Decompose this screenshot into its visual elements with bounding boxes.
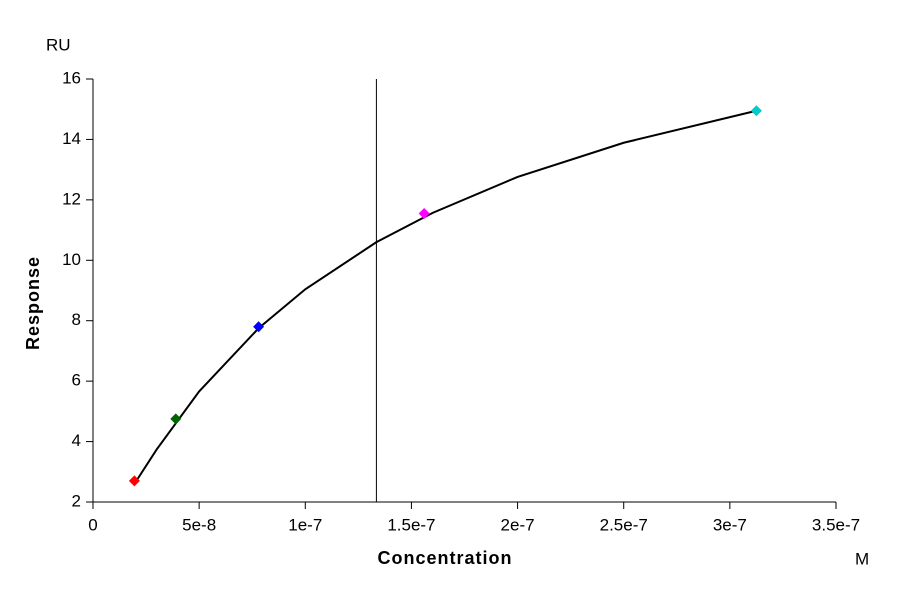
x-unit: M [855, 549, 869, 568]
y-tick-label: 4 [72, 431, 81, 450]
data-point [170, 413, 182, 425]
data-point [253, 321, 265, 333]
y-axis-label: Response [23, 256, 43, 350]
x-tick-label: 1e-7 [288, 515, 322, 534]
x-tick-label: 2.5e-7 [600, 515, 648, 534]
fit-curve [133, 109, 757, 485]
data-point [418, 207, 430, 219]
x-tick-label: 5e-8 [182, 515, 216, 534]
y-tick-label: 6 [72, 371, 81, 390]
x-axis-label: Concentration [377, 548, 512, 568]
y-unit: RU [46, 35, 71, 54]
y-tick-label: 8 [72, 310, 81, 329]
x-tick-label: 1.5e-7 [387, 515, 435, 534]
x-tick-label: 0 [88, 515, 97, 534]
x-tick-label: 3.5e-7 [812, 515, 860, 534]
x-tick-label: 3e-7 [713, 515, 747, 534]
y-tick-label: 2 [72, 491, 81, 510]
x-tick-label: 2e-7 [501, 515, 535, 534]
data-point [128, 475, 140, 487]
data-point [750, 105, 762, 117]
y-tick-label: 10 [62, 250, 81, 269]
y-tick-label: 14 [62, 129, 81, 148]
y-tick-label: 16 [62, 68, 81, 87]
y-tick-label: 12 [62, 189, 81, 208]
